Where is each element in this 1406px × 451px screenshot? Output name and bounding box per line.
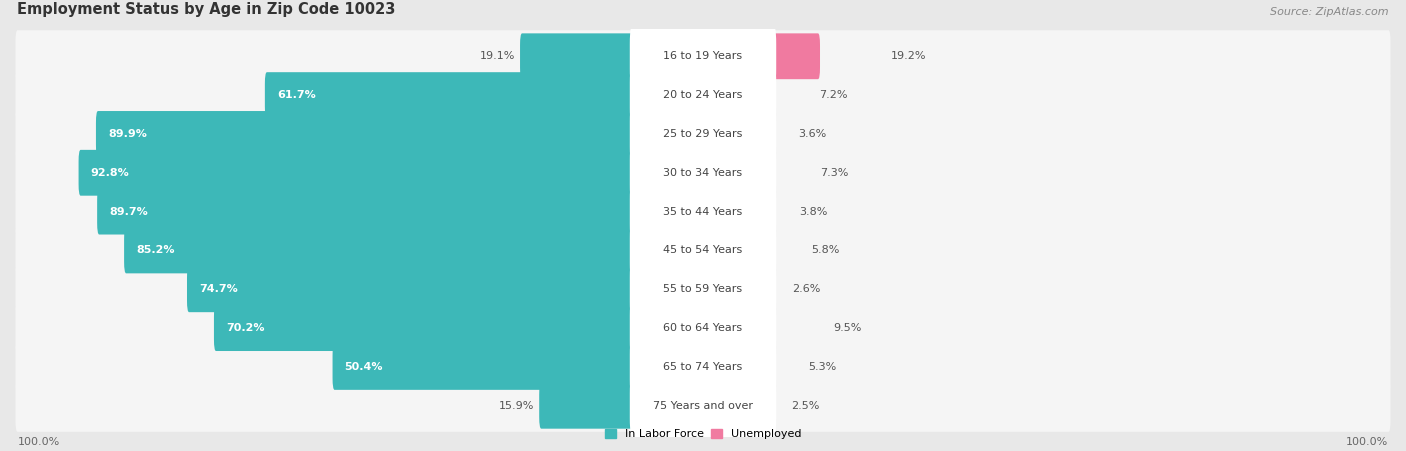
FancyBboxPatch shape bbox=[634, 33, 820, 79]
FancyBboxPatch shape bbox=[634, 227, 740, 273]
FancyBboxPatch shape bbox=[630, 218, 776, 283]
FancyBboxPatch shape bbox=[15, 69, 1391, 121]
FancyBboxPatch shape bbox=[520, 33, 704, 79]
FancyBboxPatch shape bbox=[630, 335, 776, 399]
Text: 61.7%: 61.7% bbox=[277, 90, 315, 100]
FancyBboxPatch shape bbox=[634, 72, 748, 118]
Text: 89.7%: 89.7% bbox=[110, 207, 148, 216]
FancyBboxPatch shape bbox=[333, 344, 704, 390]
FancyBboxPatch shape bbox=[15, 380, 1391, 432]
FancyBboxPatch shape bbox=[634, 150, 749, 196]
FancyBboxPatch shape bbox=[630, 63, 776, 127]
Legend: In Labor Force, Unemployed: In Labor Force, Unemployed bbox=[605, 429, 801, 439]
Text: 25 to 29 Years: 25 to 29 Years bbox=[664, 129, 742, 139]
FancyBboxPatch shape bbox=[187, 267, 704, 312]
Text: 65 to 74 Years: 65 to 74 Years bbox=[664, 362, 742, 372]
FancyBboxPatch shape bbox=[15, 225, 1391, 276]
Text: 3.8%: 3.8% bbox=[799, 207, 827, 216]
FancyBboxPatch shape bbox=[15, 147, 1391, 199]
Text: 7.3%: 7.3% bbox=[820, 168, 848, 178]
FancyBboxPatch shape bbox=[630, 24, 776, 88]
FancyBboxPatch shape bbox=[630, 257, 776, 322]
Text: Employment Status by Age in Zip Code 10023: Employment Status by Age in Zip Code 100… bbox=[17, 2, 396, 18]
Text: 45 to 54 Years: 45 to 54 Years bbox=[664, 245, 742, 255]
Text: 15.9%: 15.9% bbox=[499, 401, 534, 411]
Text: 85.2%: 85.2% bbox=[136, 245, 174, 255]
FancyBboxPatch shape bbox=[15, 185, 1391, 238]
FancyBboxPatch shape bbox=[630, 373, 776, 438]
Text: 16 to 19 Years: 16 to 19 Years bbox=[664, 51, 742, 61]
FancyBboxPatch shape bbox=[630, 102, 776, 166]
FancyBboxPatch shape bbox=[634, 189, 728, 235]
FancyBboxPatch shape bbox=[540, 383, 704, 429]
Text: 5.8%: 5.8% bbox=[811, 245, 839, 255]
Text: 2.6%: 2.6% bbox=[792, 284, 820, 294]
Text: 70.2%: 70.2% bbox=[226, 323, 264, 333]
FancyBboxPatch shape bbox=[79, 150, 704, 196]
Text: 19.2%: 19.2% bbox=[891, 51, 927, 61]
FancyBboxPatch shape bbox=[630, 179, 776, 244]
Text: 75 Years and over: 75 Years and over bbox=[652, 401, 754, 411]
FancyBboxPatch shape bbox=[15, 263, 1391, 315]
FancyBboxPatch shape bbox=[630, 296, 776, 360]
FancyBboxPatch shape bbox=[124, 227, 704, 273]
FancyBboxPatch shape bbox=[96, 111, 704, 157]
Text: 3.6%: 3.6% bbox=[797, 129, 827, 139]
FancyBboxPatch shape bbox=[214, 305, 704, 351]
Text: 92.8%: 92.8% bbox=[90, 168, 129, 178]
Text: 35 to 44 Years: 35 to 44 Years bbox=[664, 207, 742, 216]
Text: Source: ZipAtlas.com: Source: ZipAtlas.com bbox=[1270, 7, 1389, 18]
Text: 5.3%: 5.3% bbox=[808, 362, 837, 372]
FancyBboxPatch shape bbox=[634, 383, 720, 429]
Text: 55 to 59 Years: 55 to 59 Years bbox=[664, 284, 742, 294]
Text: 2.5%: 2.5% bbox=[792, 401, 820, 411]
FancyBboxPatch shape bbox=[630, 141, 776, 205]
FancyBboxPatch shape bbox=[634, 111, 727, 157]
Text: 100.0%: 100.0% bbox=[17, 437, 59, 447]
Text: 9.5%: 9.5% bbox=[834, 323, 862, 333]
Text: 89.9%: 89.9% bbox=[108, 129, 146, 139]
FancyBboxPatch shape bbox=[634, 305, 762, 351]
FancyBboxPatch shape bbox=[15, 302, 1391, 354]
Text: 50.4%: 50.4% bbox=[344, 362, 382, 372]
Text: 100.0%: 100.0% bbox=[1347, 437, 1389, 447]
FancyBboxPatch shape bbox=[634, 267, 720, 312]
Text: 60 to 64 Years: 60 to 64 Years bbox=[664, 323, 742, 333]
FancyBboxPatch shape bbox=[264, 72, 704, 118]
FancyBboxPatch shape bbox=[634, 344, 737, 390]
Text: 30 to 34 Years: 30 to 34 Years bbox=[664, 168, 742, 178]
FancyBboxPatch shape bbox=[15, 108, 1391, 160]
Text: 74.7%: 74.7% bbox=[200, 284, 238, 294]
Text: 19.1%: 19.1% bbox=[479, 51, 516, 61]
FancyBboxPatch shape bbox=[15, 341, 1391, 393]
FancyBboxPatch shape bbox=[97, 189, 704, 235]
Text: 20 to 24 Years: 20 to 24 Years bbox=[664, 90, 742, 100]
FancyBboxPatch shape bbox=[15, 30, 1391, 82]
Text: 7.2%: 7.2% bbox=[820, 90, 848, 100]
